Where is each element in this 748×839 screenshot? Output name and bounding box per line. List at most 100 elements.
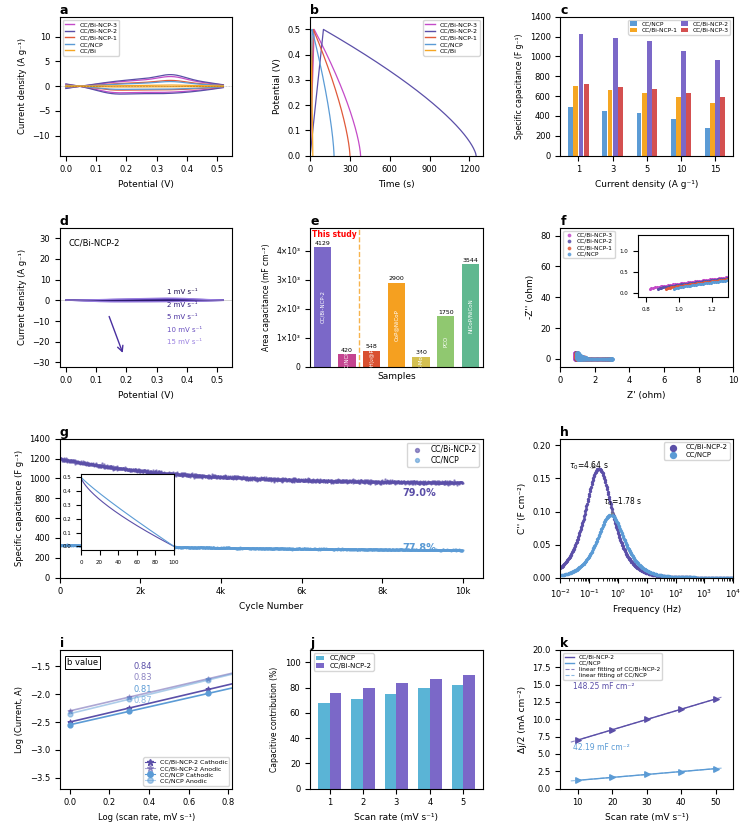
- CC/NCP: [249, 541, 261, 555]
- CC/Bi-NCP-2: [60, 454, 72, 467]
- CC/NCP: [689, 571, 701, 584]
- CC/NCP: [683, 571, 695, 584]
- Point: [263, 673, 275, 686]
- CC/NCP: [232, 542, 244, 555]
- CC/NCP: [339, 543, 351, 556]
- CC/Bi-NCP-2: [394, 475, 406, 488]
- CC/Bi-NCP-2: [670, 571, 682, 584]
- CC/NCP: [635, 560, 647, 574]
- CC/NCP: [111, 539, 123, 553]
- CC/NCP: [230, 542, 242, 555]
- CC/NCP: [367, 543, 379, 556]
- CC/NCP: [152, 540, 164, 554]
- Point: [64, 704, 76, 717]
- CC/NCP: [399, 543, 411, 556]
- CC/NCP: [64, 539, 76, 552]
- CC/NCP: [168, 540, 180, 554]
- CC/NCP: [190, 541, 202, 555]
- CC/Bi-NCP-2: [185, 469, 197, 482]
- CC/NCP: [388, 543, 400, 556]
- CC/NCP: [571, 351, 583, 364]
- CC/NCP: [242, 541, 254, 555]
- CC/NCP: [559, 568, 571, 581]
- CC/NCP: [571, 351, 583, 364]
- CC/Bi-NCP-2: [178, 468, 190, 482]
- CC/NCP: [453, 543, 465, 556]
- CC/Bi-NCP-2: [129, 464, 141, 477]
- CC/Bi-NCP-2: [604, 498, 616, 511]
- CC/NCP: [188, 541, 200, 555]
- CC/Bi-NCP-3: [570, 352, 582, 366]
- CC/Bi-NCP-2: [216, 471, 228, 484]
- CC/Bi-NCP-2: [351, 476, 363, 489]
- CC/Bi-NCP-2: [447, 477, 459, 490]
- CC/Bi-NCP-2: [570, 537, 582, 550]
- CC/Bi-NCP-2: [73, 456, 85, 469]
- CC/NCP: [168, 540, 180, 554]
- CC/Bi-NCP-1: [578, 352, 590, 365]
- CC/Bi: [306, 150, 315, 160]
- CC/NCP: [367, 543, 378, 556]
- Bar: [652, 89, 657, 155]
- CC/Bi-NCP-2: [317, 473, 329, 487]
- CC/NCP: [264, 542, 276, 555]
- CC/Bi-NCP-2: [178, 467, 190, 481]
- Point: [710, 692, 722, 706]
- CC/NCP: [69, 539, 81, 552]
- CC/NCP: [272, 542, 283, 555]
- CC/NCP: [242, 541, 254, 555]
- CC/Bi-NCP-2: [571, 352, 583, 366]
- CC/NCP: [365, 543, 377, 556]
- CC/Bi-NCP-2: [308, 473, 320, 487]
- CC/NCP: [267, 542, 279, 555]
- CC/Bi-NCP-2: [305, 474, 317, 487]
- CC/NCP: [574, 349, 586, 362]
- CC/NCP: [571, 351, 583, 364]
- CC/Bi-NCP-2: [248, 471, 260, 484]
- CC/Bi-NCP-2: [692, 571, 704, 584]
- CC/NCP: [302, 543, 314, 556]
- CC/NCP: [202, 541, 214, 555]
- CC/NCP: [288, 542, 300, 555]
- CC/NCP: [273, 542, 285, 555]
- CC/NCP: [263, 542, 275, 555]
- CC/Bi-NCP-1: [600, 352, 612, 366]
- CC/NCP: [410, 544, 422, 557]
- CC/Bi-NCP-2: [652, 569, 664, 582]
- CC/Bi-NCP-2: [355, 473, 367, 487]
- CC/NCP: [343, 543, 355, 556]
- CC/NCP: [219, 81, 228, 91]
- CC/Bi-NCP-2: [657, 570, 669, 583]
- CC/NCP: [574, 349, 586, 362]
- CC/Bi-NCP-2: [311, 474, 323, 487]
- CC/NCP: [301, 542, 313, 555]
- CC/Bi-NCP-2: [444, 477, 456, 491]
- CC/NCP: [673, 571, 685, 584]
- CC/Bi-NCP-2: [106, 461, 118, 474]
- CC/Bi-NCP-2: [126, 463, 138, 477]
- CC/Bi-NCP-2: [721, 571, 733, 584]
- CC/Bi-NCP-2: [297, 474, 309, 487]
- CC/Bi-NCP-2: [390, 476, 402, 489]
- CC/Bi-NCP-2: [576, 352, 588, 366]
- CC/Bi-NCP-2: [203, 469, 215, 482]
- CC/Bi-NCP-2: [239, 472, 251, 485]
- CC/Bi-NCP-3: [573, 350, 585, 363]
- CC/Bi-NCP-2: [271, 474, 283, 487]
- CC/Bi-NCP-2: [319, 474, 331, 487]
- CC/NCP: [613, 520, 625, 534]
- Point: [203, 683, 215, 696]
- CC/Bi-NCP-2: [571, 352, 583, 366]
- CC/Bi-NCP-2: [645, 568, 657, 581]
- CC/Bi-NCP-2: [438, 475, 450, 488]
- CC/Bi-NCP-2: [569, 347, 581, 361]
- CC/NCP: [562, 566, 574, 580]
- CC/Bi-NCP-2: [333, 474, 345, 487]
- CC/NCP: [646, 566, 657, 580]
- CC/Bi-NCP-2: [448, 473, 460, 487]
- CC/Bi-NCP-2: [168, 467, 180, 481]
- CC/NCP: [215, 542, 227, 555]
- CC/NCP: [723, 571, 735, 584]
- Text: PCO: PCO: [444, 336, 448, 347]
- CC/Bi-NCP-1: [575, 352, 587, 366]
